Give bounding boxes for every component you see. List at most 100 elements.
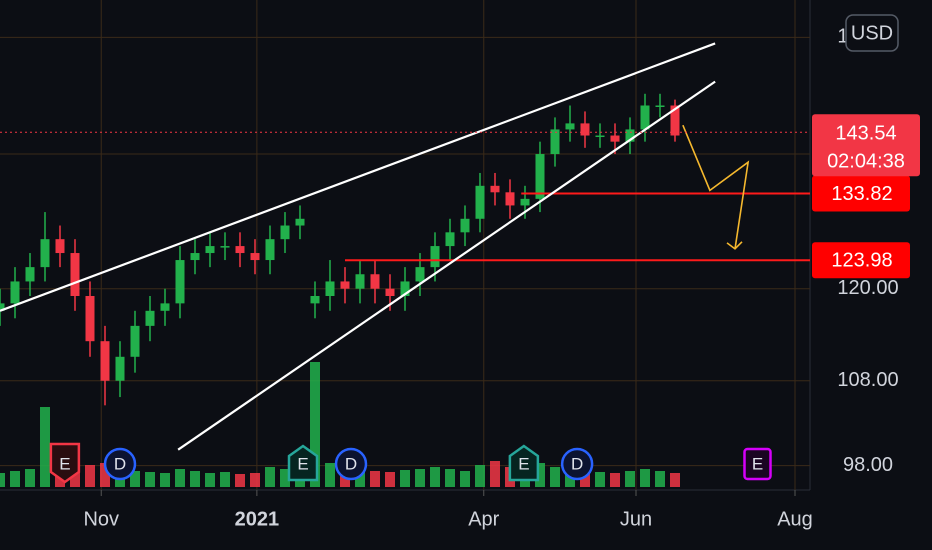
candle-body — [355, 274, 365, 289]
price-box — [812, 242, 910, 279]
volume-bar — [625, 471, 635, 487]
volume-bar — [70, 469, 80, 487]
volume-bar — [580, 471, 590, 487]
volume-bar — [370, 471, 380, 487]
candle-body — [415, 267, 425, 282]
candle-body — [520, 198, 530, 206]
volume-bar — [265, 467, 275, 487]
candle-body — [400, 281, 410, 297]
x-tick-label: 2021 — [235, 508, 280, 530]
candle-body — [130, 325, 140, 357]
candle-body — [265, 239, 275, 261]
volume-bar — [0, 473, 5, 487]
candle-body — [475, 185, 485, 219]
volume-bar — [280, 469, 290, 487]
volume-bar — [655, 471, 665, 487]
candle-body — [220, 246, 230, 248]
volume-bar — [190, 471, 200, 487]
volume-bar — [445, 469, 455, 487]
candle-body — [490, 185, 500, 193]
candle-body — [0, 303, 5, 311]
candle-body — [580, 123, 590, 136]
price-box — [812, 175, 910, 212]
candle-body — [640, 105, 650, 130]
y-tick-label: 120.00 — [837, 277, 898, 299]
candle-body — [370, 274, 380, 289]
volume-bar — [550, 467, 560, 487]
event-label: D — [571, 454, 583, 473]
currency-label: USD — [851, 22, 893, 44]
candle-body — [535, 154, 545, 199]
event-label: E — [518, 454, 529, 473]
candle-body — [280, 225, 290, 240]
candle-body — [505, 192, 515, 206]
volume-bar — [160, 473, 170, 487]
candle-body — [190, 253, 200, 261]
candle-body — [160, 303, 170, 311]
candle-body — [295, 218, 305, 226]
event-label: E — [297, 454, 308, 473]
volume-bar — [385, 472, 395, 487]
candle-body — [25, 267, 35, 282]
volume-bar — [415, 469, 425, 487]
price-label: 133.82 — [831, 183, 892, 205]
candle-body — [565, 123, 575, 130]
volume-bar — [355, 469, 365, 487]
volume-bar — [130, 471, 140, 487]
candle-body — [70, 253, 80, 297]
candle-body — [550, 129, 560, 155]
event-marker — [334, 447, 368, 481]
volume-bar — [310, 362, 320, 487]
event-marker — [103, 447, 137, 481]
candle-body — [445, 232, 455, 247]
x-tick-label: Jun — [620, 508, 652, 530]
event-marker — [287, 444, 319, 482]
volume-bar — [670, 473, 680, 487]
event-label: E — [59, 454, 70, 473]
countdown: 02:04:38 — [827, 151, 905, 173]
volume-bar — [25, 469, 35, 487]
trendline — [0, 42, 716, 312]
x-tick-label: Aug — [777, 508, 813, 530]
event-marker — [49, 442, 81, 484]
volume-bar — [250, 473, 260, 487]
candle-body — [310, 296, 320, 304]
y-tick-label: 98.00 — [843, 454, 893, 476]
candle-body — [340, 281, 350, 289]
volume-bar — [220, 472, 230, 487]
volume-bar — [490, 461, 500, 487]
candle-body — [610, 135, 620, 142]
volume-bar — [535, 463, 545, 487]
volume-bar — [640, 469, 650, 487]
candle-body — [385, 288, 395, 297]
candle-body — [460, 218, 470, 233]
x-tick-label: Nov — [83, 508, 119, 530]
candle-body — [10, 281, 20, 304]
candle-body — [85, 296, 95, 342]
candle-body — [250, 253, 260, 261]
event-label: D — [345, 454, 357, 473]
price-label: 123.98 — [831, 249, 892, 271]
volume-bar — [235, 474, 245, 487]
candle-body — [235, 246, 245, 254]
candle-body — [115, 356, 125, 381]
volume-bar — [325, 463, 335, 487]
trendline — [177, 80, 716, 451]
volume-bar — [40, 407, 50, 487]
y-tick-label: 108.00 — [837, 369, 898, 391]
volume-bar — [595, 472, 605, 487]
volume-bar — [10, 471, 20, 487]
event-label: D — [114, 454, 126, 473]
volume-bar — [85, 465, 95, 487]
event-marker — [560, 447, 594, 481]
x-tick-label: Apr — [468, 508, 499, 530]
last-price-box — [812, 114, 920, 177]
currency-button — [845, 14, 899, 52]
projection-path — [682, 124, 750, 249]
volume-bar — [205, 473, 215, 487]
volume-bar — [430, 467, 440, 487]
candle-body — [595, 135, 605, 138]
candle-body — [430, 246, 440, 268]
arrow-head — [726, 241, 743, 250]
